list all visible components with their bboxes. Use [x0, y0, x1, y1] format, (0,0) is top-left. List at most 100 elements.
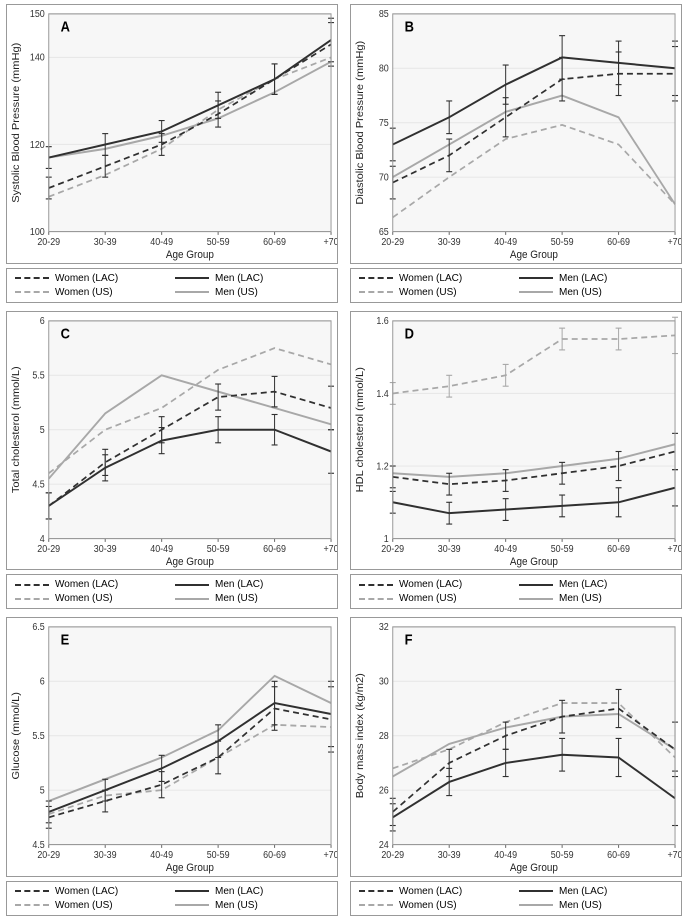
- legend-swatch: [15, 291, 49, 293]
- plotwrap: 11.21.41.620-2930-3940-4950-5960-69+70Ag…: [350, 311, 682, 610]
- legend-swatch: [359, 291, 393, 293]
- legend-label: Women (US): [55, 900, 113, 911]
- panel-letter: E: [61, 632, 70, 648]
- legend-item-women_lac: Women (LAC): [15, 886, 169, 897]
- legend-label: Men (LAC): [215, 579, 263, 590]
- svg-text:5: 5: [40, 424, 45, 436]
- svg-text:5.5: 5.5: [32, 370, 44, 382]
- legend-label: Women (LAC): [55, 273, 118, 284]
- svg-text:60-69: 60-69: [607, 236, 630, 248]
- panel-A: 10012014015020-2930-3940-4950-5960-69+70…: [0, 0, 344, 307]
- svg-text:60-69: 60-69: [607, 543, 630, 555]
- legend-swatch: [519, 890, 553, 892]
- svg-text:+70: +70: [667, 543, 681, 555]
- panel-E: 4.555.566.520-2930-3940-4950-5960-69+70A…: [0, 613, 344, 920]
- legend-item-women_us: Women (US): [359, 287, 513, 298]
- svg-text:40-49: 40-49: [150, 543, 173, 555]
- legend-label: Men (US): [215, 287, 258, 298]
- svg-text:40-49: 40-49: [494, 236, 517, 248]
- svg-text:20-29: 20-29: [37, 543, 60, 555]
- legend-item-women_us: Women (US): [15, 593, 169, 604]
- panel-letter: A: [61, 19, 70, 35]
- y-axis-label: Total cholesterol (mmol/L): [10, 366, 21, 493]
- panel-F: 242628303220-2930-3940-4950-5960-69+70Ag…: [344, 613, 688, 920]
- svg-text:50-59: 50-59: [207, 236, 230, 248]
- legend-label: Women (US): [55, 593, 113, 604]
- legend-label: Women (LAC): [399, 273, 462, 284]
- panel-letter: D: [405, 326, 414, 342]
- svg-text:4.5: 4.5: [32, 479, 44, 491]
- svg-text:1.6: 1.6: [376, 315, 388, 327]
- legend-item-men_lac: Men (LAC): [519, 273, 673, 284]
- legend-item-men_us: Men (US): [519, 593, 673, 604]
- legend-item-women_lac: Women (LAC): [359, 579, 513, 590]
- svg-text:20-29: 20-29: [381, 236, 404, 248]
- legend-swatch: [359, 904, 393, 906]
- legend-label: Men (LAC): [215, 886, 263, 897]
- legend: Women (LAC)Men (LAC)Women (US)Men (US): [350, 881, 682, 916]
- svg-text:50-59: 50-59: [207, 850, 230, 862]
- legend-item-women_us: Women (US): [15, 900, 169, 911]
- legend-label: Women (LAC): [55, 579, 118, 590]
- legend-label: Women (LAC): [55, 886, 118, 897]
- legend-item-men_lac: Men (LAC): [175, 579, 329, 590]
- plotwrap: 44.555.5620-2930-3940-4950-5960-69+70Age…: [6, 311, 338, 610]
- svg-text:+70: +70: [323, 850, 337, 862]
- legend-swatch: [519, 598, 553, 600]
- legend: Women (LAC)Men (LAC)Women (US)Men (US): [6, 881, 338, 916]
- panel-letter: F: [405, 632, 413, 648]
- legend-label: Men (US): [215, 593, 258, 604]
- svg-text:30-39: 30-39: [438, 850, 461, 862]
- legend: Women (LAC) Men (LAC) Women (US) Men (US): [350, 574, 682, 609]
- y-axis-label: Glucose (mmol/L): [10, 692, 21, 779]
- x-axis-label: Age Group: [166, 555, 214, 568]
- legend-item-men_lac: Men (LAC): [175, 273, 329, 284]
- legend-swatch: [519, 277, 553, 279]
- legend-label: Women (LAC): [399, 579, 462, 590]
- legend-swatch: [15, 277, 49, 279]
- panel-letter: B: [405, 19, 414, 35]
- legend-item-women_us: Women (US): [359, 900, 513, 911]
- legend-swatch: [15, 904, 49, 906]
- legend-swatch: [359, 277, 393, 279]
- svg-text:50-59: 50-59: [551, 543, 574, 555]
- legend: Women (LAC)Men (LAC)Women (US)Men (US): [6, 268, 338, 303]
- svg-text:20-29: 20-29: [37, 850, 60, 862]
- legend-swatch: [15, 890, 49, 892]
- svg-text:75: 75: [379, 118, 389, 130]
- plotarea: 4.555.566.520-2930-3940-4950-5960-69+70A…: [6, 617, 338, 877]
- x-axis-label: Age Group: [510, 555, 558, 568]
- svg-text:60-69: 60-69: [263, 543, 286, 555]
- panel-C: 44.555.5620-2930-3940-4950-5960-69+70Age…: [0, 307, 344, 614]
- legend-item-men_lac: Men (LAC): [519, 886, 673, 897]
- svg-text:60-69: 60-69: [263, 850, 286, 862]
- legend-swatch: [359, 598, 393, 600]
- svg-text:150: 150: [30, 9, 45, 21]
- svg-text:26: 26: [379, 785, 389, 797]
- plotarea: 242628303220-2930-3940-4950-5960-69+70Ag…: [350, 617, 682, 877]
- legend: Women (LAC)Men (LAC)Women (US)Men (US): [350, 268, 682, 303]
- svg-text:70: 70: [379, 172, 389, 184]
- svg-text:30-39: 30-39: [94, 236, 117, 248]
- svg-text:6: 6: [40, 315, 45, 327]
- x-axis-label: Age Group: [166, 862, 214, 875]
- legend-label: Women (US): [399, 900, 457, 911]
- legend-swatch: [15, 584, 49, 586]
- svg-text:85: 85: [379, 9, 389, 21]
- x-axis-label: Age Group: [166, 249, 214, 262]
- legend-item-men_us: Men (US): [175, 287, 329, 298]
- svg-text:20-29: 20-29: [37, 236, 60, 248]
- legend-label: Women (US): [399, 593, 457, 604]
- y-axis-label: Systolic Blood Pressure (mmHg): [10, 43, 21, 203]
- legend-swatch: [175, 890, 209, 892]
- svg-text:6.5: 6.5: [32, 622, 44, 634]
- legend-label: Men (LAC): [559, 579, 607, 590]
- svg-text:30: 30: [379, 677, 389, 689]
- svg-text:5: 5: [40, 785, 45, 797]
- svg-text:+70: +70: [323, 543, 337, 555]
- svg-text:40-49: 40-49: [494, 850, 517, 862]
- legend-item-men_lac: Men (LAC): [519, 579, 673, 590]
- legend-item-women_us: Women (US): [359, 593, 513, 604]
- panel-B: 657075808520-2930-3940-4950-5960-69+70Ag…: [344, 0, 688, 307]
- svg-text:30-39: 30-39: [438, 543, 461, 555]
